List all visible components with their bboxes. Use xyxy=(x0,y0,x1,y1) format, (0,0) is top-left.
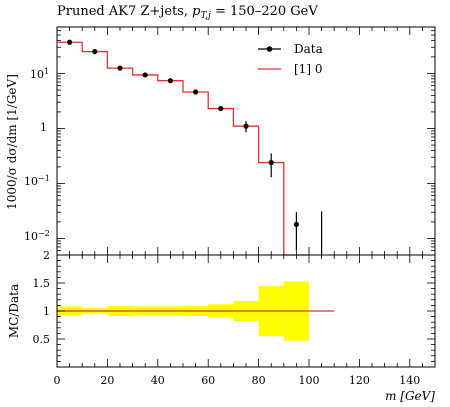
x-tick-label: 140 xyxy=(399,374,420,387)
ratio-y-tick-label: 1 xyxy=(43,305,50,318)
x-tick-label: 60 xyxy=(201,374,215,387)
ratio-ticks xyxy=(56,254,436,368)
ratio-panel: 0.511.520 20 40 60 80 100 120 140 MC/Data m [Ge… xyxy=(7,249,436,403)
main-y-axis-label: 1000/σ dσ/dm [1/GeV] xyxy=(5,74,19,210)
data-point xyxy=(167,78,173,84)
data-point xyxy=(117,65,123,71)
mc-histogram-line xyxy=(57,41,309,256)
chart-title-cut-subscript: T,j xyxy=(201,11,212,21)
legend-mc-label: [1] 0 xyxy=(294,62,322,76)
ratio-y-tick-label: 2 xyxy=(43,249,50,262)
legend-data-label: Data xyxy=(294,42,323,56)
mc-histogram xyxy=(57,41,309,256)
data-point xyxy=(218,105,224,112)
x-tick-label: 100 xyxy=(299,374,320,387)
y-tick-label-0.1: 10−1 xyxy=(24,174,50,188)
data-point xyxy=(193,89,199,95)
data-point xyxy=(293,221,299,228)
ratio-y-axis-label: MC/Data xyxy=(7,284,21,338)
ratio-y-tick-label: 1.5 xyxy=(33,277,51,290)
data-point xyxy=(268,159,274,166)
legend-data-marker xyxy=(266,46,273,52)
data-point xyxy=(243,123,249,129)
legend: Data [1] 0 xyxy=(258,42,323,76)
chart-title-main: Pruned AK7 Z+jets, xyxy=(57,4,192,19)
x-tick-label: 20 xyxy=(100,374,114,387)
data-points xyxy=(67,39,323,255)
y-tick-label-10-exponent: 1 xyxy=(44,67,49,76)
data-point xyxy=(92,48,98,55)
x-axis-label: m [GeV] xyxy=(385,389,435,403)
chart-title-cut-variable: p xyxy=(192,4,201,19)
main-ticks xyxy=(56,26,436,256)
ratio-y-tick-label: 0.5 xyxy=(33,333,51,346)
data-point xyxy=(67,39,73,45)
chart-title: Pruned AK7 Z+jets, pT,j = 150–220 GeV xyxy=(57,4,318,21)
y-tick-label-0.01: 10−2 xyxy=(24,229,50,243)
x-tick-label: 0 xyxy=(54,374,61,387)
y-tick-label-1: 1 xyxy=(40,121,47,134)
x-tick-label: 120 xyxy=(349,374,370,387)
y-tick-label-0.1-exponent: −1 xyxy=(38,174,50,183)
y-tick-label-0.01-exponent: −2 xyxy=(38,229,50,238)
data-point xyxy=(142,72,148,78)
main-panel: 101 1 10−1 10−2 1000/σ dσ/dm [1/GeV] Dat… xyxy=(5,26,436,256)
ratio-tick-labels: 0.511.520 20 40 60 80 100 120 140 xyxy=(33,249,421,387)
chart-title-cut-range: = 150–220 GeV xyxy=(211,4,318,19)
main-plot-frame xyxy=(56,26,436,256)
y-tick-label-10: 101 xyxy=(30,67,49,81)
x-tick-label: 40 xyxy=(151,374,165,387)
x-tick-label: 80 xyxy=(252,374,266,387)
